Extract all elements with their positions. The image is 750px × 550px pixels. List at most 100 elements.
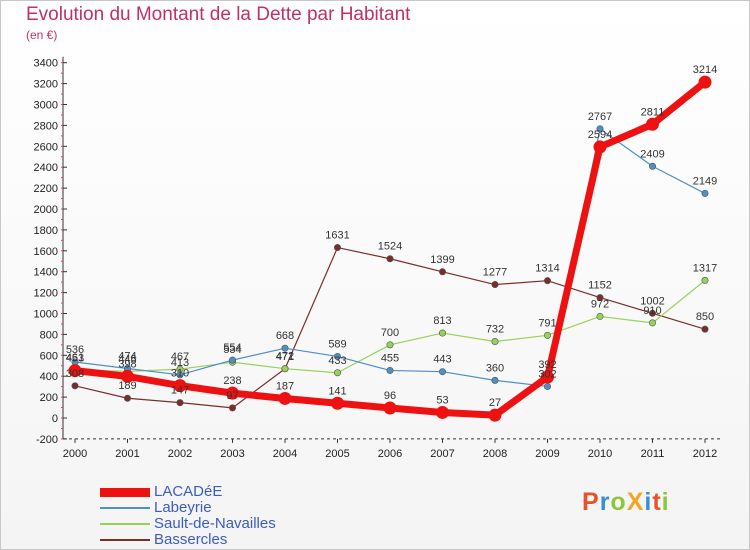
data-label-lacadee: 310 bbox=[171, 368, 189, 380]
data-point-sault-de-navailles bbox=[701, 276, 709, 284]
data-label-sault-de-navailles: 700 bbox=[381, 327, 399, 339]
data-label-labeyrie: 474 bbox=[118, 350, 136, 362]
data-label-labeyrie: 443 bbox=[433, 354, 451, 366]
data-point-sault-de-navailles bbox=[386, 341, 394, 349]
data-point-lacadee bbox=[173, 379, 187, 393]
data-point-bassercles bbox=[438, 268, 446, 276]
y-tick-label: 3000 bbox=[34, 100, 58, 112]
data-label-sault-de-navailles: 791 bbox=[538, 317, 556, 329]
data-label-sault-de-navailles: 910 bbox=[643, 305, 661, 317]
data-point-bassercles bbox=[386, 255, 394, 263]
x-tick-label: 2002 bbox=[168, 448, 192, 460]
data-label-sault-de-navailles: 813 bbox=[433, 315, 451, 327]
data-label-sault-de-navailles: 972 bbox=[591, 298, 609, 310]
data-label-bassercles: 1631 bbox=[325, 230, 349, 242]
legend-item-bassercles: Bassercles bbox=[100, 532, 310, 548]
x-tick-label: 2003 bbox=[220, 448, 244, 460]
legend-item-labeyrie: Labeyrie bbox=[100, 500, 310, 516]
data-point-lacadee bbox=[488, 408, 502, 422]
x-tick-label: 2000 bbox=[63, 448, 87, 460]
proxiti-logo: ProXiti bbox=[582, 488, 670, 517]
data-point-sault-de-navailles bbox=[596, 312, 604, 320]
data-label-bassercles: 189 bbox=[118, 380, 136, 392]
data-label-sault-de-navailles: 732 bbox=[486, 324, 504, 336]
data-label-sault-de-navailles: 467 bbox=[171, 351, 189, 363]
data-label-bassercles: 1152 bbox=[588, 280, 612, 292]
y-tick-label: 1200 bbox=[34, 288, 58, 300]
data-point-bassercles bbox=[701, 325, 709, 333]
legend-label-labeyrie: Labeyrie bbox=[154, 499, 212, 516]
data-point-labeyrie bbox=[281, 344, 289, 352]
data-label-bassercles: 1399 bbox=[430, 254, 454, 266]
data-label-bassercles: 471 bbox=[276, 351, 294, 363]
x-tick-label: 2004 bbox=[273, 448, 297, 460]
data-label-sault-de-navailles: 461 bbox=[66, 352, 84, 364]
legend-item-lacadee: LACADéE bbox=[100, 484, 310, 500]
data-point-lacadee bbox=[541, 370, 554, 384]
x-tick-label: 2005 bbox=[325, 448, 349, 460]
data-point-sault-de-navailles bbox=[648, 319, 656, 327]
x-tick-label: 2006 bbox=[378, 448, 402, 460]
x-tick-label: 2010 bbox=[588, 448, 612, 460]
data-label-lacadee: 2811 bbox=[641, 106, 665, 118]
data-label-lacadee: 96 bbox=[384, 390, 396, 402]
data-point-bassercles bbox=[543, 277, 551, 285]
data-point-labeyrie bbox=[229, 356, 237, 364]
data-label-labeyrie: 413 bbox=[171, 357, 189, 369]
data-label-sault-de-navailles: 1317 bbox=[693, 262, 717, 274]
y-tick-label: 2600 bbox=[34, 141, 58, 153]
y-tick-label: 1800 bbox=[34, 225, 58, 237]
data-label-labeyrie: 360 bbox=[486, 362, 504, 374]
data-point-labeyrie bbox=[176, 371, 184, 379]
data-point-bassercles bbox=[648, 309, 656, 317]
data-point-labeyrie bbox=[491, 376, 499, 384]
data-point-sault-de-navailles bbox=[543, 331, 551, 339]
chart-title: Evolution du Montant de la Dette par Hab… bbox=[26, 4, 411, 25]
logo-letter: r bbox=[599, 488, 611, 516]
x-tick-label: 2001 bbox=[115, 448, 139, 460]
data-point-bassercles bbox=[333, 244, 341, 252]
data-label-bassercles: 1524 bbox=[378, 241, 402, 253]
logo-letter: t bbox=[652, 488, 662, 516]
data-point-sault-de-navailles bbox=[438, 329, 446, 337]
data-point-lacadee bbox=[436, 405, 449, 419]
data-label-labeyrie: 2409 bbox=[640, 148, 664, 160]
y-tick-label: 2200 bbox=[34, 183, 58, 195]
data-label-sault-de-navailles: 472 bbox=[276, 351, 294, 363]
data-label-sault-de-navailles: 433 bbox=[328, 355, 346, 367]
data-label-lacadee: 187 bbox=[276, 380, 294, 392]
data-label-lacadee: 53 bbox=[436, 394, 448, 406]
y-tick-label: 1000 bbox=[34, 309, 58, 321]
data-label-bassercles: 1277 bbox=[483, 267, 507, 279]
logo-letter: o bbox=[610, 488, 627, 516]
data-label-sault-de-navailles: 534 bbox=[223, 344, 241, 356]
data-label-bassercles: 1002 bbox=[640, 295, 664, 307]
data-point-bassercles bbox=[124, 394, 132, 402]
data-point-labeyrie bbox=[438, 368, 446, 376]
legend-swatch-labeyrie bbox=[100, 507, 150, 509]
data-label-lacadee: 398 bbox=[118, 358, 136, 370]
data-point-lacadee bbox=[121, 369, 134, 383]
data-label-labeyrie: 302 bbox=[538, 368, 556, 380]
data-label-bassercles: 308 bbox=[66, 368, 84, 380]
data-label-labeyrie: 2149 bbox=[693, 175, 717, 187]
data-point-lacadee bbox=[593, 140, 607, 154]
data-label-bassercles: 97 bbox=[226, 390, 238, 402]
data-point-bassercles bbox=[176, 399, 184, 407]
legend-swatch-bassercles bbox=[100, 539, 150, 541]
data-label-labeyrie: 589 bbox=[328, 338, 346, 350]
data-label-labeyrie: 554 bbox=[223, 342, 241, 354]
x-tick-label: 2007 bbox=[430, 448, 454, 460]
logo-letter: P bbox=[582, 488, 600, 516]
y-tick-label: 2000 bbox=[34, 204, 58, 216]
data-point-lacadee bbox=[646, 117, 659, 131]
x-tick-label: 2012 bbox=[693, 448, 717, 460]
y-tick-label: 400 bbox=[40, 371, 58, 383]
y-tick-label: 1600 bbox=[34, 246, 58, 258]
legend-swatch-sault-de-navailles bbox=[100, 523, 150, 525]
y-tick-label: 800 bbox=[40, 329, 58, 341]
data-point-sault-de-navailles bbox=[333, 369, 341, 377]
data-point-labeyrie bbox=[596, 125, 604, 133]
